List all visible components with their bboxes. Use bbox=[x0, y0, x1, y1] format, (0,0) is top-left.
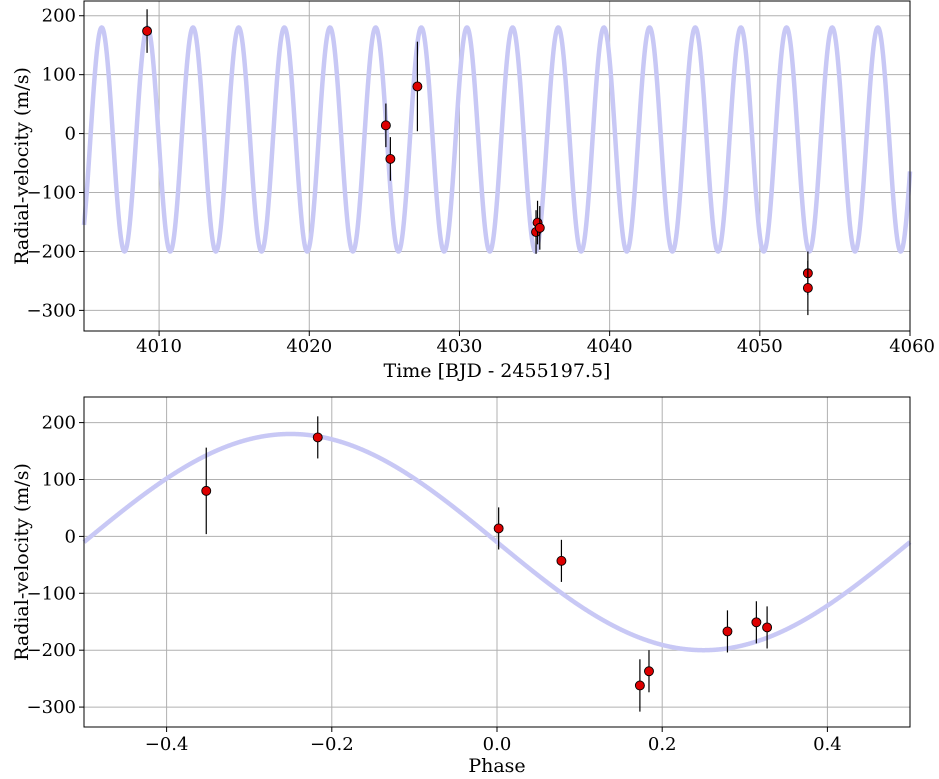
x-tick-label: 0.4 bbox=[813, 734, 842, 755]
data-point bbox=[493, 507, 504, 550]
data-point bbox=[556, 539, 567, 582]
keplerian-model-curve bbox=[81, 25, 913, 254]
phased-model-curve bbox=[82, 431, 912, 653]
x-tick-label: 4040 bbox=[587, 336, 633, 357]
x-tick-labels: −0.4 −0.2 0.0 0.2 0.4 bbox=[145, 727, 842, 755]
data-points bbox=[201, 416, 773, 712]
x-axis-label: Phase bbox=[468, 755, 525, 777]
x-tick-label: 4050 bbox=[737, 336, 783, 357]
y-axis-label: Radial-velocity (m/s) bbox=[11, 463, 33, 661]
data-point bbox=[412, 41, 423, 132]
data-marker bbox=[312, 432, 323, 443]
data-marker bbox=[493, 523, 504, 534]
data-point bbox=[312, 416, 323, 459]
x-tick-label: 4060 bbox=[889, 336, 935, 357]
data-marker bbox=[751, 617, 762, 628]
y-tick-label: 200 bbox=[42, 413, 76, 434]
data-point bbox=[751, 601, 762, 644]
x-tick-label: 4020 bbox=[286, 336, 332, 357]
x-tick-label: −0.4 bbox=[145, 734, 189, 755]
data-point bbox=[722, 610, 733, 653]
rv-time-panel: 4010 4020 4030 4040 4050 4060 −300 −200 −100 0 10… bbox=[11, 0, 935, 382]
data-point bbox=[201, 447, 212, 535]
y-tick-label: −200 bbox=[27, 640, 76, 661]
y-tick-label: −200 bbox=[27, 241, 76, 262]
y-tick-label: 100 bbox=[42, 470, 76, 491]
data-point bbox=[142, 9, 153, 53]
grid bbox=[84, 1, 910, 331]
y-tick-label: −300 bbox=[27, 697, 76, 718]
y-tick-labels: −300 −200 −100 0 100 200 bbox=[27, 413, 84, 718]
data-marker bbox=[142, 26, 153, 37]
y-tick-labels: −300 −200 −100 0 100 200 bbox=[27, 6, 84, 321]
data-marker bbox=[634, 680, 645, 691]
x-tick-label: 0.2 bbox=[648, 734, 677, 755]
data-marker bbox=[534, 222, 545, 233]
y-tick-label: 0 bbox=[65, 124, 76, 145]
data-point bbox=[802, 260, 813, 316]
data-point bbox=[634, 659, 645, 712]
x-tick-label: 0.0 bbox=[483, 734, 512, 755]
x-tick-label: 4030 bbox=[437, 336, 483, 357]
data-marker bbox=[412, 81, 423, 92]
data-points bbox=[142, 9, 813, 316]
data-point bbox=[762, 606, 773, 649]
data-marker bbox=[762, 622, 773, 633]
y-tick-label: 100 bbox=[42, 65, 76, 86]
y-tick-label: 200 bbox=[42, 6, 76, 27]
data-marker bbox=[556, 555, 567, 566]
data-marker bbox=[802, 283, 813, 293]
y-tick-label: −300 bbox=[27, 300, 76, 321]
data-marker bbox=[380, 120, 391, 131]
x-axis-label: Time [BJD - 2455197.5] bbox=[384, 360, 611, 382]
y-tick-label: −100 bbox=[27, 183, 76, 204]
x-tick-labels: 4010 4020 4030 4040 4050 4060 bbox=[136, 331, 935, 357]
grid bbox=[84, 397, 910, 727]
rv-phase-panel: −0.4 −0.2 0.0 0.2 0.4 −300 −200 −100 0 100 200 Ph… bbox=[11, 396, 912, 777]
data-marker bbox=[644, 666, 654, 677]
data-marker bbox=[385, 153, 396, 164]
y-tick-label: −100 bbox=[27, 583, 76, 604]
y-tick-label: 0 bbox=[65, 526, 76, 547]
data-point bbox=[534, 206, 545, 250]
y-axis-label: Radial-velocity (m/s) bbox=[11, 67, 33, 265]
x-tick-label: 4010 bbox=[136, 336, 182, 357]
data-point bbox=[644, 650, 654, 693]
data-marker bbox=[722, 626, 733, 637]
x-tick-label: −0.2 bbox=[310, 734, 354, 755]
data-marker bbox=[201, 485, 212, 496]
data-point bbox=[380, 103, 391, 148]
plot-frame bbox=[83, 0, 911, 332]
data-point bbox=[385, 137, 396, 181]
